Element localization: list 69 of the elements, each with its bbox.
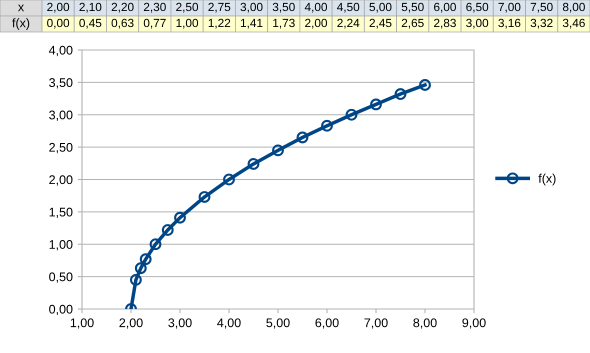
text: 2,30 bbox=[144, 2, 166, 13]
y-tick-label: 3,00 bbox=[49, 110, 72, 121]
text: 3,32 bbox=[530, 18, 553, 29]
point bbox=[321, 120, 333, 132]
x-tick-label: 8,00 bbox=[413, 318, 437, 329]
point bbox=[346, 108, 358, 121]
text: 5,50 bbox=[402, 2, 424, 13]
point bbox=[296, 132, 308, 144]
text: 7,00 bbox=[498, 2, 520, 13]
point bbox=[198, 191, 210, 203]
legend-label: f(x) bbox=[538, 174, 556, 186]
text: 2,50 bbox=[176, 2, 198, 13]
point bbox=[394, 88, 406, 100]
point bbox=[162, 224, 174, 236]
text: 3,00 bbox=[240, 2, 263, 13]
text: 7,50 bbox=[530, 2, 553, 13]
y-tick-label: 2,00 bbox=[49, 175, 72, 186]
point bbox=[272, 144, 284, 156]
y-tick-label: 1,50 bbox=[50, 208, 72, 218]
point bbox=[134, 262, 147, 274]
y-tick-label: 0,00 bbox=[49, 304, 72, 316]
point bbox=[140, 253, 152, 266]
text: 2,83 bbox=[434, 18, 456, 29]
y-tick-label: 1,00 bbox=[50, 240, 72, 250]
text: 1,41 bbox=[240, 18, 262, 29]
y-tick-label: 2,50 bbox=[49, 142, 72, 154]
y-tick-label: 3,50 bbox=[49, 78, 72, 89]
text: 8,00 bbox=[562, 2, 585, 13]
text: 3,00 bbox=[466, 18, 488, 29]
y-tick-label: 0,50 bbox=[49, 272, 72, 283]
text: 6,00 bbox=[434, 2, 456, 13]
text: 2,00 bbox=[305, 18, 328, 29]
text: 5,00 bbox=[369, 2, 392, 13]
text: 1,22 bbox=[208, 18, 230, 29]
text: f(x) bbox=[12, 18, 30, 30]
text: 1,00 bbox=[176, 18, 198, 29]
point bbox=[370, 98, 382, 110]
text: 2,24 bbox=[337, 18, 360, 29]
point bbox=[174, 212, 186, 224]
text: 2,10 bbox=[79, 2, 102, 13]
x-tick-label: 9,00 bbox=[462, 318, 486, 329]
text: 2,75 bbox=[208, 2, 230, 13]
x-tick-label: 6,00 bbox=[315, 318, 339, 329]
point bbox=[150, 238, 162, 250]
point bbox=[223, 174, 235, 186]
text: 4,00 bbox=[304, 2, 328, 13]
text: x bbox=[18, 4, 24, 12]
x-tick-label: 7,00 bbox=[364, 318, 388, 329]
x-tick-label: 1,00 bbox=[70, 318, 94, 329]
text: 2,45 bbox=[370, 18, 392, 29]
point bbox=[419, 79, 431, 91]
text: 2,65 bbox=[402, 18, 424, 29]
text: 3,16 bbox=[498, 18, 520, 29]
text: 0,45 bbox=[79, 18, 102, 29]
text: 0,77 bbox=[144, 18, 166, 29]
text: 1,73 bbox=[273, 18, 295, 29]
x-tick-label: 3,00 bbox=[168, 318, 192, 329]
text: 6,50 bbox=[466, 2, 488, 13]
text: 3,46 bbox=[562, 18, 585, 29]
text: 4,50 bbox=[337, 2, 360, 13]
x-tick-label: 4,00 bbox=[217, 318, 241, 329]
text: 3,50 bbox=[272, 2, 295, 13]
point bbox=[130, 274, 142, 286]
y-tick-label: 4,00 bbox=[48, 46, 72, 56]
x-tick-label: 2,00 bbox=[119, 318, 143, 329]
text: 0,63 bbox=[112, 18, 134, 29]
point bbox=[248, 158, 260, 170]
text: 2,20 bbox=[112, 2, 134, 13]
x-tick-label: 5,00 bbox=[266, 318, 290, 329]
